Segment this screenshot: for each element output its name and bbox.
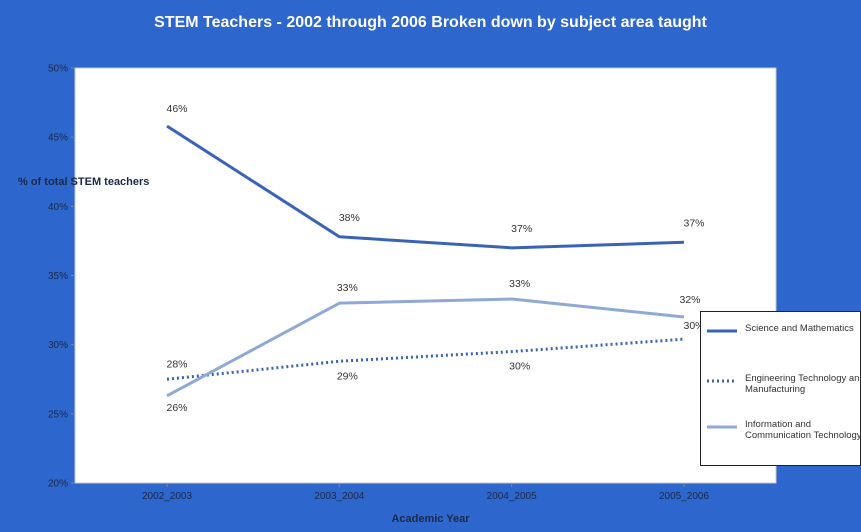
chart-title: STEM Teachers - 2002 through 2006 Broken… — [154, 14, 707, 31]
y-tick-label: 45% — [48, 133, 68, 144]
y-tick-label: 30% — [48, 340, 68, 351]
legend-swatch-engineering — [707, 379, 737, 383]
data-label-ict: 32% — [679, 294, 700, 306]
series-lines — [166, 124, 685, 398]
x-tick-label: 2003_2004 — [314, 491, 364, 502]
legend-item-science: Science and Mathematics — [707, 323, 861, 369]
series-line-ict — [166, 297, 685, 398]
data-label-engineering: 30% — [683, 320, 704, 332]
legend-item-ict: Information and Communication Technology — [707, 419, 861, 465]
data-labels: 46% 38% 37% 37% 28% 29% 30% 30% 26% 33% 33% 32% — [166, 103, 704, 414]
data-label-ict: 33% — [337, 282, 358, 294]
data-label-science: 37% — [511, 223, 532, 235]
legend-swatch-ict — [707, 425, 737, 429]
y-tick-label: 40% — [48, 202, 68, 213]
x-tick-label: 2004_2005 — [487, 491, 537, 502]
plot-area — [74, 67, 777, 484]
data-label-science: 46% — [166, 103, 187, 115]
legend: Science and Mathematics Engineering Tech… — [700, 311, 861, 466]
legend-swatch-science — [707, 329, 737, 333]
data-label-science: 37% — [683, 217, 704, 229]
legend-label-ict: Information and Communication Technology — [745, 419, 861, 441]
y-tick-label: 20% — [48, 479, 68, 490]
y-tick-label: 25% — [48, 409, 68, 420]
y-axis-label: % of total STEM teachers — [18, 176, 150, 188]
data-label-engineering: 30% — [509, 361, 530, 373]
axes: 20% 25% 30% 35% 40% 45% 50% 2002_2003 2003_2004 2… — [48, 64, 709, 503]
y-tick-label: 50% — [48, 64, 68, 75]
data-label-science: 38% — [339, 212, 360, 224]
legend-label-engineering: Engineering Technology and Manufacturing — [745, 373, 861, 395]
x-tick-label: 2005_2006 — [659, 491, 709, 502]
legend-item-engineering: Engineering Technology and Manufacturing — [707, 373, 861, 419]
data-label-ict: 33% — [509, 278, 530, 290]
x-axis-label: Academic Year — [391, 513, 470, 525]
x-tick-label: 2002_2003 — [142, 491, 192, 502]
data-label-engineering: 29% — [337, 370, 358, 382]
y-tick-label: 35% — [48, 271, 68, 282]
data-label-ict: 26% — [166, 402, 187, 414]
series-line-engineering — [166, 337, 685, 381]
series-line-science — [166, 124, 685, 250]
legend-label-science: Science and Mathematics — [745, 323, 854, 334]
data-label-engineering: 28% — [166, 358, 187, 370]
